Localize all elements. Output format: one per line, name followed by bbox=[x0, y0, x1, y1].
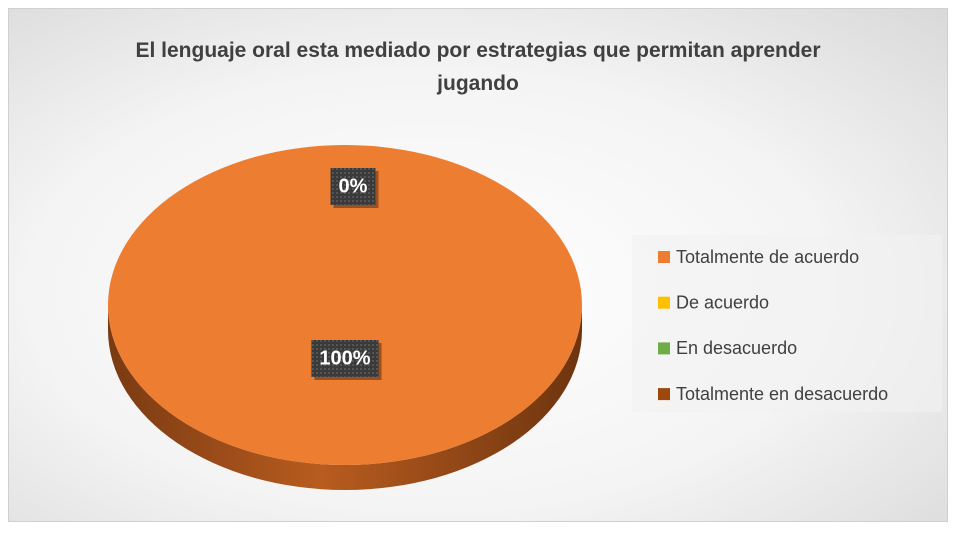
data-label-box bbox=[311, 340, 379, 377]
chart-title: El lenguaje oral esta mediado por estrat… bbox=[135, 39, 821, 95]
legend bbox=[632, 235, 942, 412]
legend-swatch bbox=[658, 388, 670, 401]
data-label: 100% bbox=[319, 347, 370, 369]
legend-label: En desacuerdo bbox=[676, 338, 797, 358]
legend-swatch bbox=[658, 342, 670, 355]
data-label-box bbox=[330, 168, 376, 205]
data-label: 0% bbox=[339, 175, 368, 197]
legend-label: De acuerdo bbox=[676, 292, 769, 312]
legend-label: Totalmente en desacuerdo bbox=[676, 384, 888, 404]
legend-label: Totalmente de acuerdo bbox=[676, 247, 859, 267]
pie-side bbox=[108, 305, 582, 490]
legend-swatch bbox=[658, 251, 670, 263]
legend-swatch bbox=[658, 296, 670, 309]
pie-slice bbox=[108, 145, 582, 465]
